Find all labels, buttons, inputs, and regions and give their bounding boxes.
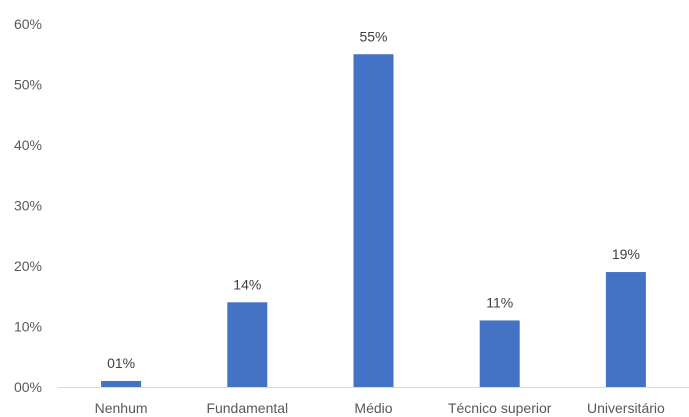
x-category-label: Técnico superior [448,400,552,416]
bar [227,302,268,387]
x-category-label: Nenhum [95,400,148,416]
y-tick-label: 20% [14,258,42,274]
data-label: 19% [612,246,640,262]
data-label: 55% [359,28,387,44]
y-tick-label: 30% [14,198,42,214]
bar [605,272,646,387]
y-tick-label: 60% [14,16,42,32]
bar [101,380,142,387]
y-axis: 00% 10% 20% 30% 40% 50% 60% [14,16,42,395]
data-label: 01% [107,355,135,371]
bars-group [101,54,646,387]
x-axis: Nenhum Fundamental Médio Técnico superior Un… [58,387,689,416]
y-tick-label: 00% [14,379,42,395]
y-tick-label: 50% [14,77,42,93]
x-category-label: Fundamental [206,400,288,416]
y-tick-label: 10% [14,319,42,335]
bar [353,54,394,387]
bar [479,320,520,387]
x-category-label: Universitário [587,400,665,416]
y-tick-label: 40% [14,137,42,153]
x-category-label: Médio [354,400,392,416]
data-label: 11% [486,294,513,310]
data-label: 14% [233,276,261,292]
data-labels-group: 01% 14% 55% 11% 19% [107,28,640,371]
